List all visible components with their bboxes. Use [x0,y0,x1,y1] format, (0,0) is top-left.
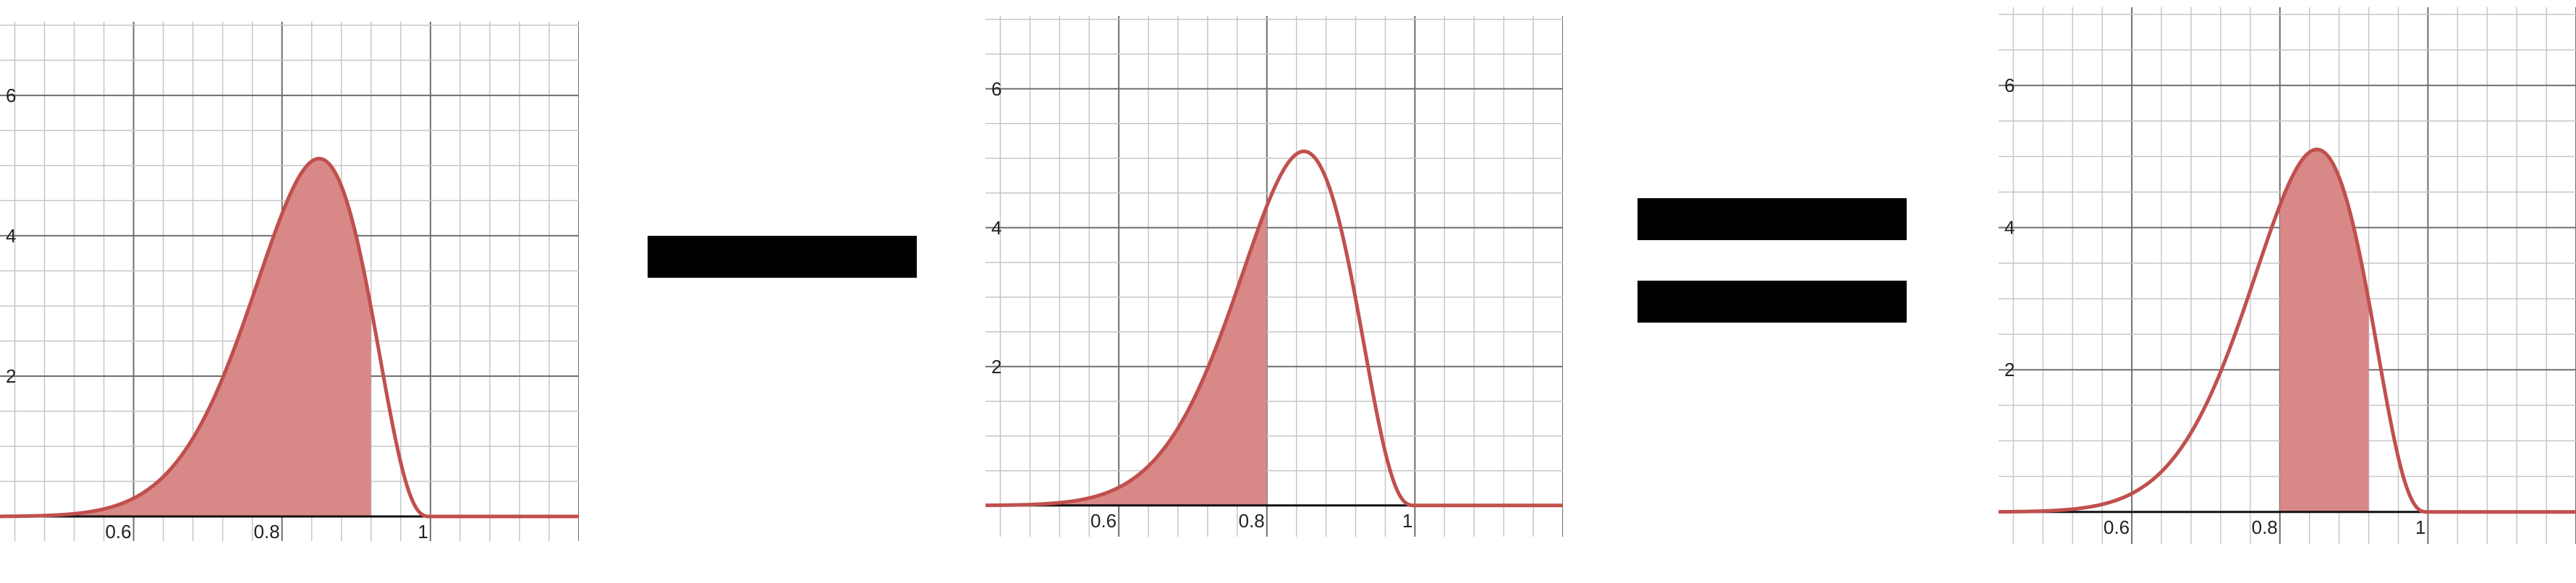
y-tick-label: 6 [6,85,16,106]
shaded-area [2279,149,2369,512]
plot-area [0,22,579,541]
equals-sign [1637,198,1907,323]
x-tick-label: 1 [1402,510,1412,532]
shaded-area [986,205,1267,506]
shaded-area [0,158,371,517]
plot-area [986,16,1563,537]
x-tick-label: 0.8 [2252,516,2278,538]
plot-area [1999,7,2576,544]
x-tick-label: 0.6 [2103,516,2130,538]
chart-panel-left: 0.6 0.8 1 2 4 6 [0,22,579,542]
y-tick-label: 2 [6,365,16,387]
vertical-gridlines [2012,7,2576,544]
density-curve [1999,148,2576,514]
y-tick-label: 2 [991,356,1001,378]
x-tick-label: 1 [2415,516,2425,538]
density-curve [986,149,1563,508]
chart-panel-right: 0.6 0.8 1 2 4 6 [1999,7,2576,544]
vertical-gridlines [999,16,1563,537]
x-tick-label: 0.6 [105,521,131,542]
x-tick-label: 0.8 [1239,510,1265,532]
density-curve [0,156,579,519]
horizontal-gridlines [986,19,1563,472]
equals-sign-bottom-bar [1637,281,1907,323]
equals-sign-top-bar [1637,198,1907,240]
x-tick-label: 0.6 [1090,510,1117,532]
x-tick-label: 0.8 [254,521,280,542]
chart-panel-middle: 0.6 0.8 1 2 4 6 [986,16,1563,537]
y-tick-label: 4 [991,217,1001,239]
y-tick-label: 2 [2004,359,2014,380]
y-tick-label: 6 [2004,75,2014,96]
vertical-gridlines [14,22,579,541]
x-tick-label: 1 [418,521,428,542]
y-tick-label: 6 [991,78,1001,100]
y-tick-label: 4 [2004,217,2014,239]
minus-sign [648,236,917,278]
minus-sign-bar [648,236,917,278]
y-tick-label: 4 [6,225,16,247]
